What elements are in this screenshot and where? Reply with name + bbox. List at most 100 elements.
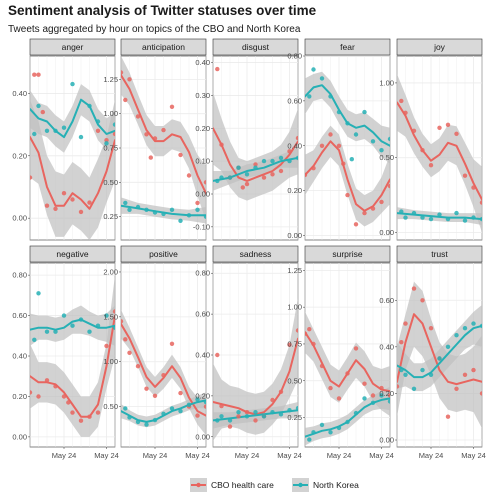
data-point-nk [123,200,128,206]
panel-data [30,275,115,437]
data-point-cbo [135,114,141,119]
facet-strip [212,245,299,263]
data-point-nk [87,329,92,334]
data-point-cbo [387,393,390,398]
data-point-cbo [66,400,71,405]
y-tick-label: 0.40 [195,351,210,360]
data-point-cbo [186,173,192,178]
data-point-cbo [112,131,115,137]
y-tick-label: 1.00 [103,357,118,366]
data-point-cbo [462,372,468,377]
data-point-nk [295,406,298,411]
y-tick-label: 0.60 [12,311,27,320]
panel-data [397,74,482,233]
x-tick-label: May 24 [235,451,260,460]
y-tick-label: 0.00 [379,228,394,237]
legend: CBO health care North Korea [190,478,359,492]
data-point-cbo [112,309,115,314]
smooth-line-cbo [121,74,206,195]
data-point-nk [123,406,128,411]
y-tick-label: 0.60 [287,96,302,105]
y-tick-label: 0.20 [195,124,210,133]
data-point-nk [353,132,359,137]
facet-strip-label: negative [56,249,88,259]
facet-strip [212,38,299,56]
data-point-cbo [203,404,206,409]
data-point-cbo [305,172,308,178]
data-point-cbo [345,192,350,198]
confidence-band-cbo [305,311,390,417]
data-point-nk [32,131,37,137]
data-point-cbo [78,418,84,423]
panel-data [213,297,298,441]
data-point-cbo [95,410,101,415]
data-point-cbo [403,321,408,326]
data-point-cbo [428,326,434,331]
confidence-band-nk [121,197,206,224]
smooth-line-cbo [30,314,115,418]
data-point-nk [411,386,417,391]
y-tick-label: 0.20 [379,389,394,398]
data-point-cbo [36,72,41,77]
facet-strip-label: sadness [240,249,272,259]
data-point-cbo [169,104,175,110]
y-tick-label: 0.80 [287,52,302,61]
data-point-nk [479,216,482,222]
data-point-cbo [387,183,390,189]
smooth-line-nk [397,212,482,221]
data-point-nk [270,410,275,415]
data-point-nk [403,372,408,377]
facet-strip [120,245,207,263]
data-point-cbo [32,72,37,77]
data-point-cbo [411,286,417,291]
facet-strip-label: positive [149,249,178,259]
facet-sadness: sadness 0.00 0.20 0.40 0.60 0.80 May 24 May 24 [195,245,302,460]
confidence-band-cbo [30,275,115,437]
y-tick-label: 0.60 [379,296,394,305]
y-tick-label: 0.00 [195,190,210,199]
y-tick-label: 0.40 [379,342,394,351]
data-point-cbo [287,342,292,347]
data-point-nk [428,216,434,222]
data-point-cbo [462,173,468,178]
y-tick-label: 0.00 [12,432,27,441]
data-point-cbo [152,393,158,398]
data-point-cbo [121,319,124,324]
y-tick-label: 0.20 [12,392,27,401]
legend-key-point [298,482,303,488]
data-point-cbo [353,346,359,351]
data-point-cbo [30,390,33,395]
smooth-line-cbo [30,136,115,210]
data-point-nk [328,94,333,99]
panel-data [213,66,298,201]
data-point-cbo [219,403,224,409]
data-point-cbo [253,418,258,423]
data-point-cbo [328,132,333,137]
data-point-nk [387,136,390,142]
data-point-nk [353,410,359,416]
y-tick-label: 1.00 [103,109,118,118]
data-point-nk [44,128,50,133]
y-tick-label: 0.50 [379,153,394,162]
data-point-cbo [397,384,400,389]
y-tick-label: 0.30 [195,91,210,100]
data-point-nk [78,317,84,322]
data-point-cbo [287,149,292,154]
data-point-nk [445,344,451,349]
data-point-cbo [178,390,183,396]
data-point-cbo [362,210,367,216]
data-point-nk [95,323,101,328]
data-point-cbo [144,386,149,391]
smooth-line-nk [30,98,115,139]
data-point-cbo [152,136,158,141]
data-point-nk [387,399,390,404]
y-tick-label: 1.00 [379,78,394,87]
data-point-cbo [319,143,325,148]
data-point-nk [227,175,233,180]
y-tick-label: 0.40 [12,89,27,98]
data-point-cbo [345,371,350,376]
y-tick-label: 0.80 [195,269,210,278]
facet-positive: positive 0.50 1.00 1.50 2.00 May 24 May 24 [103,245,210,460]
data-point-nk [454,210,459,216]
data-point-nk [479,323,482,329]
